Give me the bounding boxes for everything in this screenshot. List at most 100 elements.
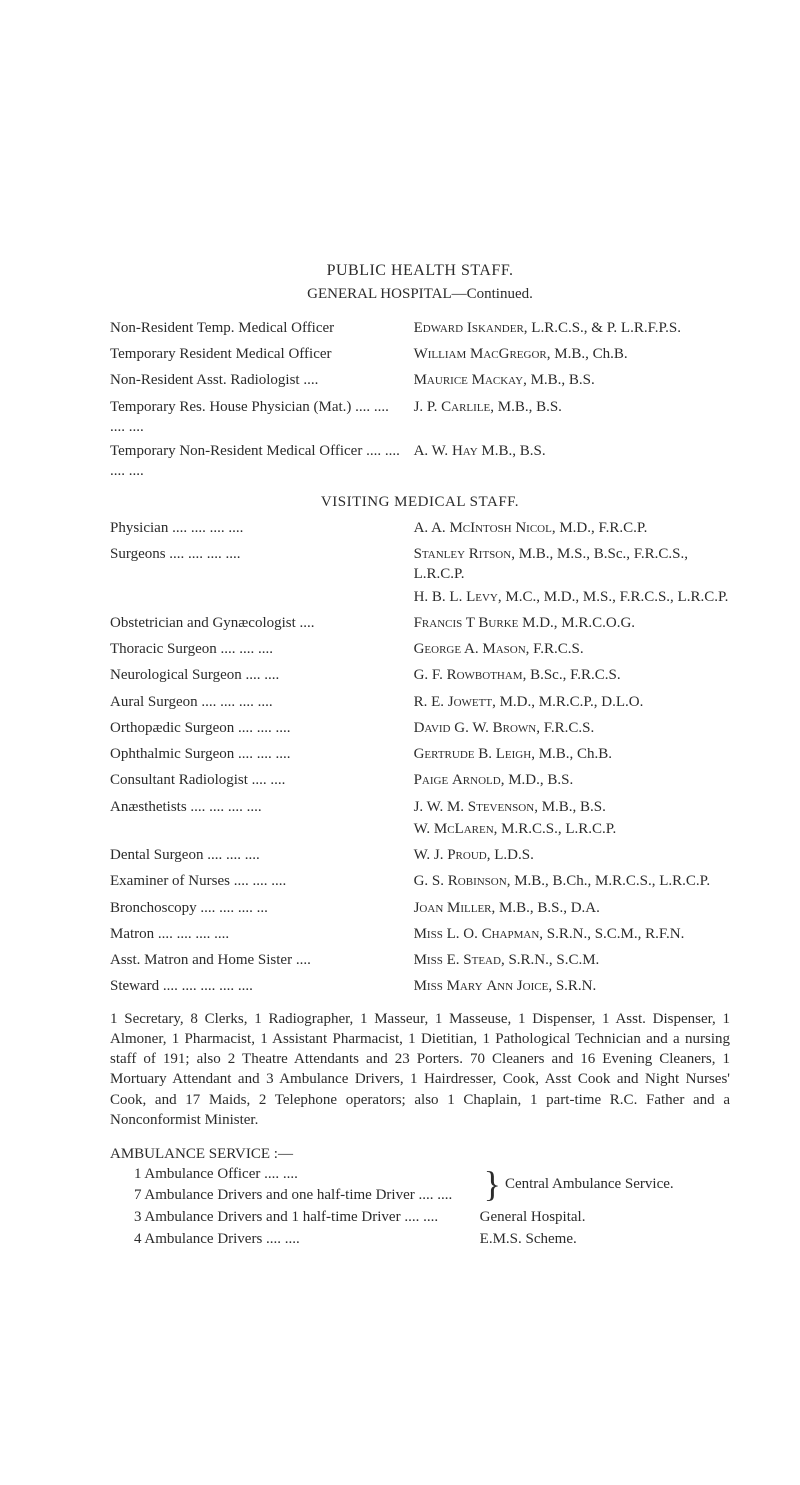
staff-row: Dental Surgeon .... .... ....W. J. Proud… [110, 845, 730, 867]
name-cell: William MacGregor, M.B., Ch.B. [414, 344, 736, 366]
name-cell: J. W. M. Stevenson, M.B., B.S.W. McLaren… [414, 797, 736, 842]
role-label: Steward .... .... .... .... .... [110, 976, 414, 996]
staff-summary-paragraph: 1 Secretary, 8 Clerks, 1 Radiographer, 1… [110, 1009, 730, 1131]
name-cell: W. J. Proud, L.D.S. [414, 845, 736, 867]
name-cell: David G. W. Brown, F.R.C.S. [414, 718, 736, 740]
role-label: Ophthalmic Surgeon .... .... .... [110, 744, 414, 764]
name-cell: R. E. Jowett, M.D., M.R.C.P., D.L.O. [414, 692, 736, 714]
role-label: Dental Surgeon .... .... .... [110, 845, 414, 865]
staff-name: Miss E. Stead, S.R.N., S.C.M. [414, 950, 736, 970]
name-cell: G. F. Rowbotham, B.Sc., F.R.C.S. [414, 665, 736, 687]
role-label: Examiner of Nurses .... .... .... [110, 871, 414, 891]
staff-name: David G. W. Brown, F.R.C.S. [414, 718, 736, 738]
ambulance-group1-left: 1 Ambulance Officer .... .... 7 Ambulanc… [134, 1164, 480, 1205]
staff-row: Steward .... .... .... .... ....Miss Mar… [110, 976, 730, 998]
name-cell: J. P. Carlile, M.B., B.S. [414, 397, 736, 419]
name-cell: Francis T Burke M.D., M.R.C.O.G. [414, 613, 736, 635]
staff-name: Miss Mary Ann Joice, S.R.N. [414, 976, 736, 996]
staff-name: Francis T Burke M.D., M.R.C.O.G. [414, 613, 736, 633]
role-label: Obstetrician and Gynæcologist .... [110, 613, 414, 633]
name-cell: Gertrude B. Leigh, M.B., Ch.B. [414, 744, 736, 766]
staff-name: G. F. Rowbotham, B.Sc., F.R.C.S. [414, 665, 736, 685]
staff-name: W. J. Proud, L.D.S. [414, 845, 736, 865]
staff-row: Physician .... .... .... ....A. A. McInt… [110, 518, 730, 540]
staff-row: Neurological Surgeon .... ....G. F. Rowb… [110, 665, 730, 687]
staff-name: H. B. L. Levy, M.C., M.D., M.S., F.R.C.S… [414, 587, 736, 607]
staff-row: Temporary Non-Resident Medical Officer .… [110, 441, 730, 482]
role-label: Temporary Res. House Physician (Mat.) ..… [110, 397, 414, 438]
staff-row: Bronchoscopy .... .... .... ...Joan Mill… [110, 898, 730, 920]
role-label: Consultant Radiologist .... .... [110, 770, 414, 790]
staff-name: Stanley Ritson, M.B., M.S., B.Sc., F.R.C… [414, 544, 736, 585]
staff-row: Non-Resident Temp. Medical OfficerEdward… [110, 318, 730, 340]
staff-row: Temporary Resident Medical OfficerWillia… [110, 344, 730, 366]
staff-name: A. A. McIntosh Nicol, M.D., F.R.C.P. [414, 518, 736, 538]
ambulance-block: 1 Ambulance Officer .... .... 7 Ambulanc… [134, 1164, 730, 1249]
ambulance-group3-left: 4 Ambulance Drivers .... .... [134, 1229, 480, 1249]
role-label: Temporary Non-Resident Medical Officer .… [110, 441, 414, 482]
role-label: Matron .... .... .... .... [110, 924, 414, 944]
role-label: Neurological Surgeon .... .... [110, 665, 414, 685]
staff-name: W. McLaren, M.R.C.S., L.R.C.P. [414, 819, 736, 839]
staff-row: Anæsthetists .... .... .... ....J. W. M.… [110, 797, 730, 842]
name-cell: A. W. Hay M.B., B.S. [414, 441, 736, 463]
staff-name: Paige Arnold, M.D., B.S. [414, 770, 736, 790]
name-cell: A. A. McIntosh Nicol, M.D., F.R.C.P. [414, 518, 736, 540]
staff-row: Obstetrician and Gynæcologist ....Franci… [110, 613, 730, 635]
staff-name: Maurice Mackay, M.B., B.S. [414, 370, 736, 390]
name-cell: Maurice Mackay, M.B., B.S. [414, 370, 736, 392]
staff-name: R. E. Jowett, M.D., M.R.C.P., D.L.O. [414, 692, 736, 712]
role-label: Aural Surgeon .... .... .... .... [110, 692, 414, 712]
staff-name: George A. Mason, F.R.C.S. [414, 639, 736, 659]
staff-name: Gertrude B. Leigh, M.B., Ch.B. [414, 744, 736, 764]
visiting-staff-list: Physician .... .... .... ....A. A. McInt… [110, 518, 730, 999]
name-cell: Miss L. O. Chapman, S.R.N., S.C.M., R.F.… [414, 924, 736, 946]
brace-icon: } [484, 1174, 501, 1196]
staff-row: Examiner of Nurses .... .... ....G. S. R… [110, 871, 730, 893]
name-cell: Miss Mary Ann Joice, S.R.N. [414, 976, 736, 998]
staff-name: Edward Iskander, L.R.C.S., & P. L.R.F.P.… [414, 318, 736, 338]
ambulance-group1-right: Central Ambulance Service. [505, 1174, 755, 1194]
name-cell: Miss E. Stead, S.R.N., S.C.M. [414, 950, 736, 972]
name-cell: Paige Arnold, M.D., B.S. [414, 770, 736, 792]
ambulance-line: 1 Ambulance Officer .... .... [134, 1164, 480, 1184]
ambulance-group2-right: General Hospital. [480, 1207, 730, 1227]
name-cell: George A. Mason, F.R.C.S. [414, 639, 736, 661]
visiting-heading: VISITING MEDICAL STAFF. [110, 492, 730, 512]
name-cell: Joan Miller, M.B., B.S., D.A. [414, 898, 736, 920]
staff-name: J. P. Carlile, M.B., B.S. [414, 397, 736, 417]
role-label: Temporary Resident Medical Officer [110, 344, 414, 364]
name-cell: Edward Iskander, L.R.C.S., & P. L.R.F.P.… [414, 318, 736, 340]
ambulance-group3-right: E.M.S. Scheme. [480, 1229, 730, 1249]
staff-row: Temporary Res. House Physician (Mat.) ..… [110, 397, 730, 438]
page-title-1: PUBLIC HEALTH STAFF. [110, 260, 730, 282]
staff-row: Aural Surgeon .... .... .... ....R. E. J… [110, 692, 730, 714]
role-label: Asst. Matron and Home Sister .... [110, 950, 414, 970]
staff-list: Non-Resident Temp. Medical OfficerEdward… [110, 318, 730, 482]
staff-row: Surgeons .... .... .... ....Stanley Rits… [110, 544, 730, 609]
role-label: Bronchoscopy .... .... .... ... [110, 898, 414, 918]
staff-row: Ophthalmic Surgeon .... .... ....Gertrud… [110, 744, 730, 766]
role-label: Orthopædic Surgeon .... .... .... [110, 718, 414, 738]
role-label: Physician .... .... .... .... [110, 518, 414, 538]
role-label: Non-Resident Asst. Radiologist .... [110, 370, 414, 390]
staff-row: Orthopædic Surgeon .... .... ....David G… [110, 718, 730, 740]
role-label: Surgeons .... .... .... .... [110, 544, 414, 564]
page-title-2: GENERAL HOSPITAL—Continued. [110, 284, 730, 304]
name-cell: Stanley Ritson, M.B., M.S., B.Sc., F.R.C… [414, 544, 736, 609]
staff-name: A. W. Hay M.B., B.S. [414, 441, 736, 461]
role-label: Non-Resident Temp. Medical Officer [110, 318, 414, 338]
staff-row: Asst. Matron and Home Sister ....Miss E.… [110, 950, 730, 972]
name-cell: G. S. Robinson, M.B., B.Ch., M.R.C.S., L… [414, 871, 736, 893]
staff-name: G. S. Robinson, M.B., B.Ch., M.R.C.S., L… [414, 871, 736, 891]
role-label: Thoracic Surgeon .... .... .... [110, 639, 414, 659]
ambulance-heading: AMBULANCE SERVICE :— [110, 1144, 730, 1164]
role-label: Anæsthetists .... .... .... .... [110, 797, 414, 817]
staff-name: Miss L. O. Chapman, S.R.N., S.C.M., R.F.… [414, 924, 736, 944]
staff-row: Thoracic Surgeon .... .... ....George A.… [110, 639, 730, 661]
staff-name: Joan Miller, M.B., B.S., D.A. [414, 898, 736, 918]
staff-row: Matron .... .... .... ....Miss L. O. Cha… [110, 924, 730, 946]
staff-name: J. W. M. Stevenson, M.B., B.S. [414, 797, 736, 817]
ambulance-line: 7 Ambulance Drivers and one half-time Dr… [134, 1185, 480, 1205]
staff-row: Consultant Radiologist .... ....Paige Ar… [110, 770, 730, 792]
